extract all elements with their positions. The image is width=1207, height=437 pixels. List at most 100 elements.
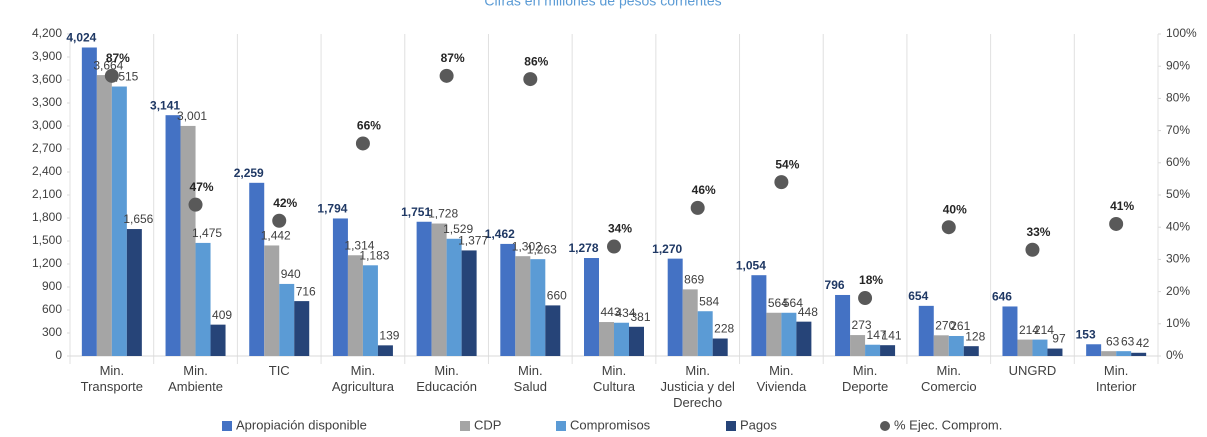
bar [614,322,629,356]
y2-tick-label: 40% [1166,219,1190,233]
point-value-label: 66% [357,119,381,133]
bar-value-label: 1,728 [428,207,458,221]
bar [81,47,97,356]
point-value-label: 87% [441,51,465,65]
bar-value-label: 1,529 [443,222,473,236]
x-tick-label: Min. Comercio [921,363,977,394]
point-value-label: 87% [106,51,130,65]
bar [111,86,127,357]
point [355,136,370,151]
x-tick-label: Min. Educación [416,363,477,394]
point [858,291,873,306]
point-value-label: 40% [943,202,967,216]
legend-marker [556,421,566,431]
bar [1116,351,1132,356]
bar-value-label: 63 [1121,334,1135,348]
point-value-label: 33% [1026,225,1050,239]
bar-value-label: 1,278 [568,241,598,255]
legend-marker [880,421,890,431]
legend-marker [726,421,736,431]
point [941,220,956,235]
y-tick-label: 600 [42,302,62,316]
bar-value-label: 63 [1106,334,1120,348]
point [774,175,789,190]
point [272,213,287,228]
x-tick-label: Min. Vivienda [757,363,807,394]
bar [850,335,866,356]
bar [416,221,432,356]
bar-value-label: 1,442 [261,229,291,243]
point-value-label: 46% [692,183,716,197]
x-tick-label: Min. Transporte [81,363,143,394]
bar [195,242,211,356]
bar-value-label: 1,794 [317,202,347,216]
bar-value-label: 1,462 [485,227,515,241]
bar-value-label: 42 [1136,336,1150,350]
bar [697,311,713,356]
point-value-label: 41% [1110,199,1134,213]
bar-value-label: 3,141 [150,98,180,112]
y2-tick-label: 90% [1166,58,1190,72]
bar [332,218,348,356]
bar-value-label: 796 [825,278,845,292]
bar-value-label: 584 [699,294,719,308]
y2-tick-label: 20% [1166,284,1190,298]
point [690,200,705,215]
point-value-label: 34% [608,222,632,236]
x-tick-label: UNGRD [1009,363,1057,378]
y-tick-label: 0 [55,348,62,362]
y2-tick-label: 70% [1166,123,1190,137]
point-value-label: 18% [859,273,883,287]
y-tick-label: 2,400 [32,164,62,178]
point-value-label: 86% [524,54,548,68]
y-tick-label: 3,900 [32,49,62,63]
bar [1017,339,1033,356]
y2-tick-label: 30% [1166,252,1190,266]
legend-marker [222,421,232,431]
legend-label: Pagos [740,417,777,432]
bar-value-label: 1,314 [344,238,374,252]
bar [796,321,812,356]
bar [210,324,226,356]
point-value-label: 42% [273,196,297,210]
bar [781,312,797,356]
bar-value-label: 147 [867,328,887,342]
bar-value-label: 214 [1034,323,1054,337]
bar [1101,351,1117,356]
bar-value-label: 1,656 [123,212,153,226]
bar [530,259,546,356]
bar [1086,344,1102,356]
bar [948,335,964,356]
x-tick-label: Min. Interior [1096,363,1137,394]
x-tick-label: Min. Cultura [593,363,636,394]
bar-value-label: 128 [965,329,985,343]
y2-tick-label: 10% [1166,316,1190,330]
bar [165,115,181,356]
bar-value-label: 1,263 [527,242,557,256]
bar-value-label: 228 [714,322,734,336]
bar-value-label: 646 [992,290,1012,304]
x-tick-label: Min. Justicia y del Derecho [660,363,735,410]
bar-value-label: 434 [615,306,635,320]
x-tick-label: Min. Agricultura [332,363,395,394]
legend-label: CDP [474,417,501,432]
bar [835,294,851,356]
bar [918,305,934,356]
bar [362,265,378,356]
bar-value-label: 3,664 [93,58,123,72]
bar-value-label: 1,270 [652,242,682,256]
y-tick-label: 1,200 [32,256,62,270]
y2-tick-label: 0% [1166,348,1184,362]
bar [865,344,881,356]
bar [1131,352,1147,356]
y2-tick-label: 60% [1166,155,1190,169]
chart-title: Cifras en millones de pesos corrientes [484,0,721,9]
bar [1047,348,1063,356]
y-tick-label: 2,700 [32,141,62,155]
bar-value-label: 654 [908,289,928,303]
bar-value-label: 97 [1052,332,1066,346]
bar-value-label: 153 [1076,327,1096,341]
y2-tick-label: 50% [1166,187,1190,201]
bar [96,75,112,357]
